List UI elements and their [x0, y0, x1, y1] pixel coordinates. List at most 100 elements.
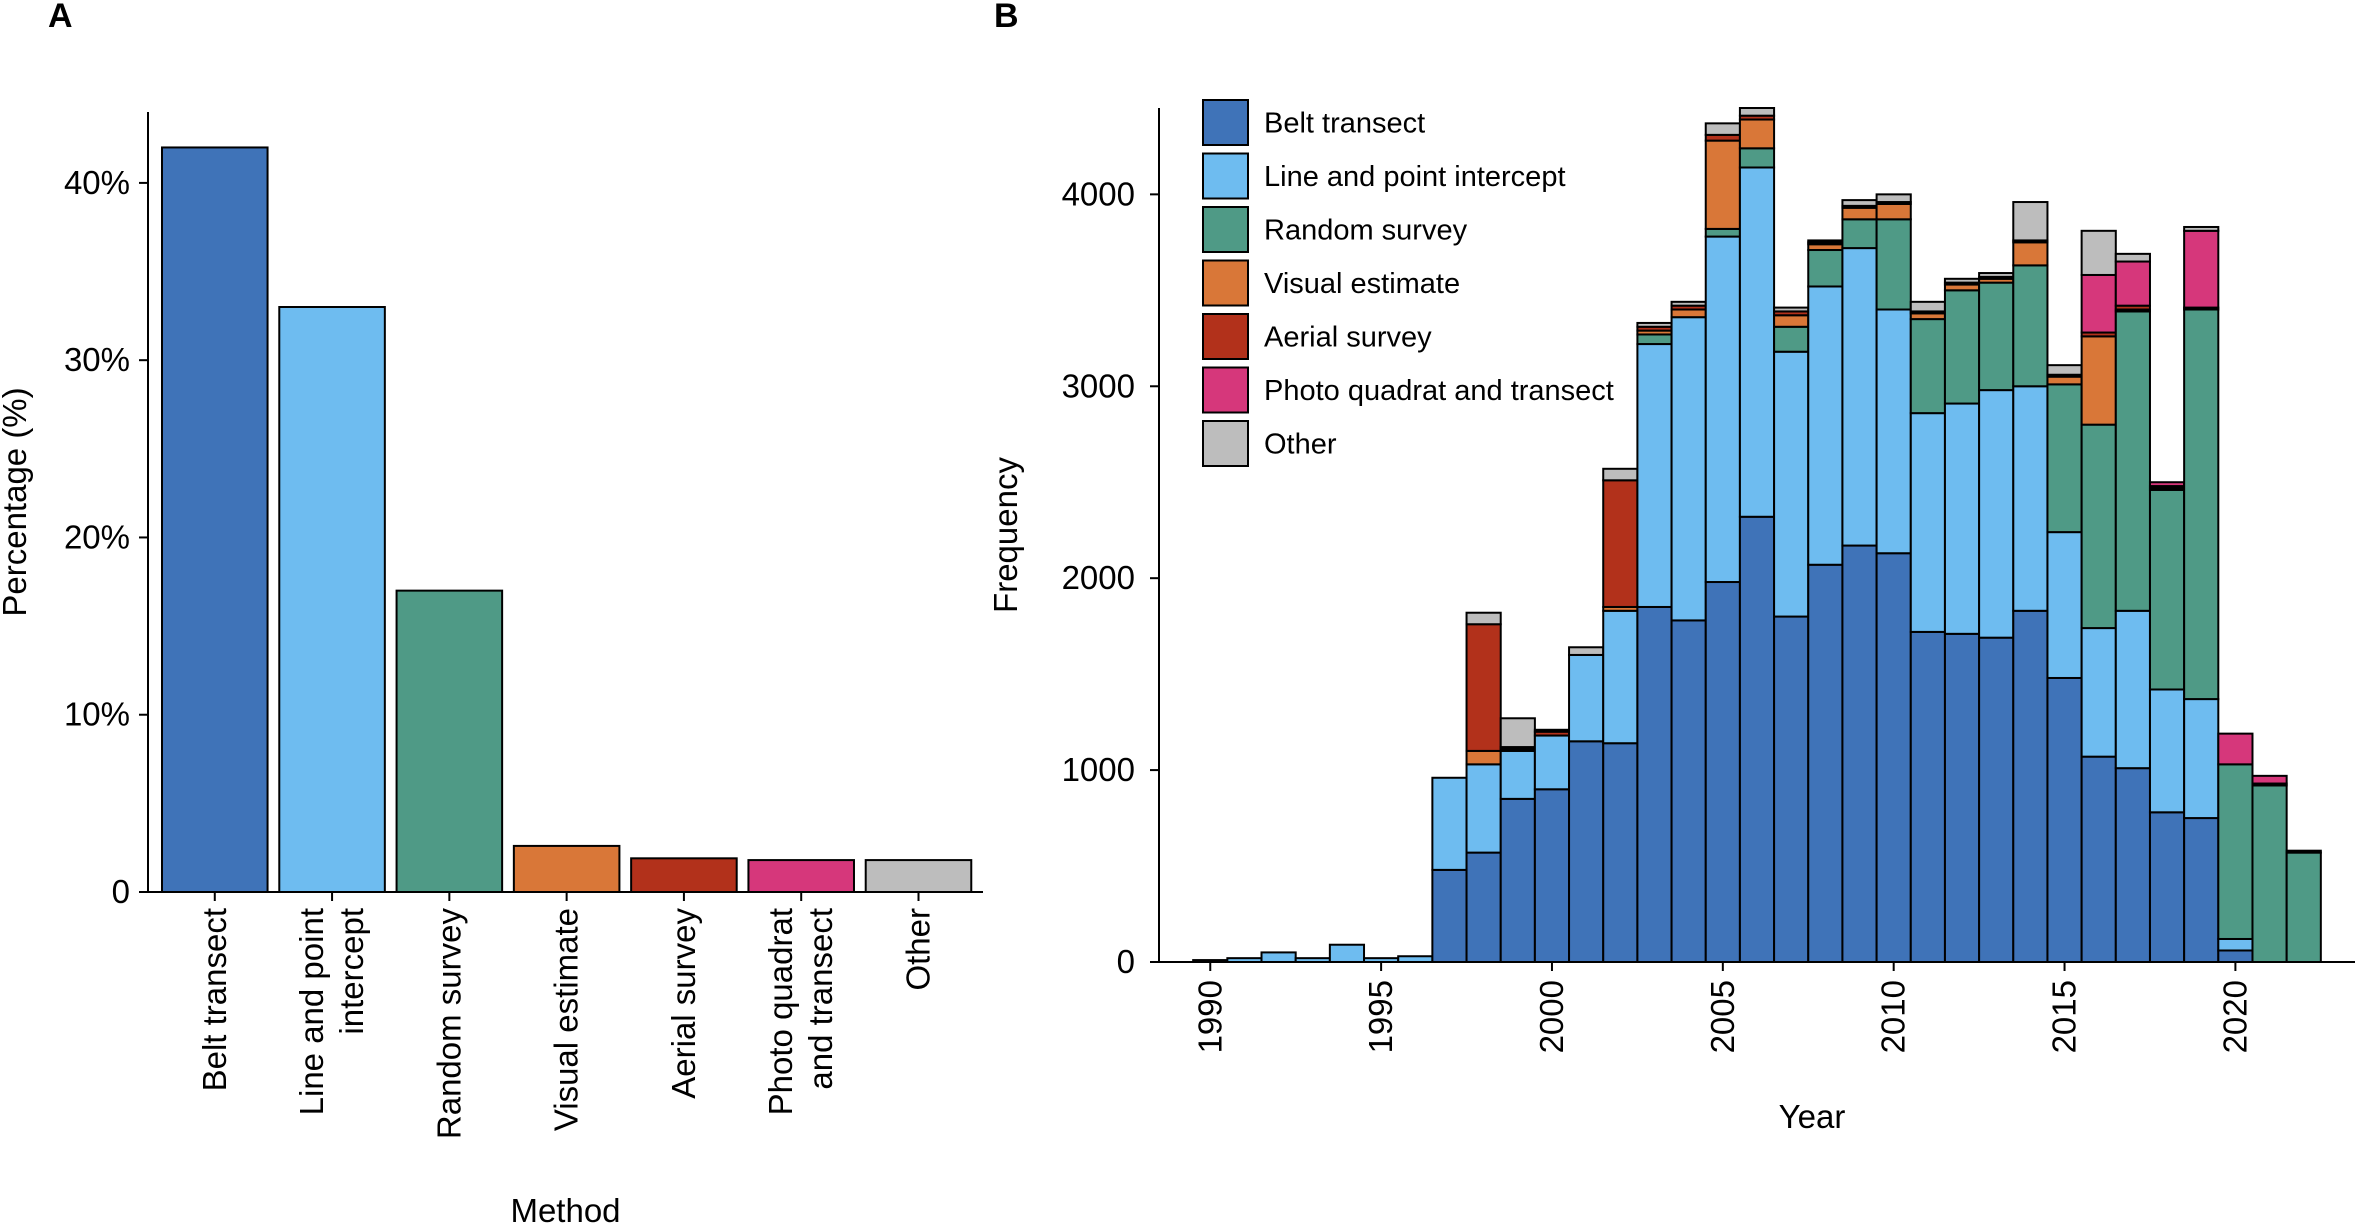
legend-label-belt-transect: Belt transect — [1264, 108, 1425, 140]
x-tick-label: Photo quadratand transect — [762, 908, 839, 1115]
x-axis-title: Method — [510, 1192, 620, 1228]
bar-random-survey — [395, 589, 504, 893]
y-tick-label: 3000 — [1062, 367, 1135, 404]
legend-swatch-belt-transect — [1202, 99, 1249, 146]
bar-segment-line-and-point-intercept-2004 — [1670, 316, 1707, 622]
bar-segment-visual-estimate-2014 — [2012, 241, 2049, 267]
bar-segment-belt-transect-2019 — [2183, 817, 2220, 964]
legend-label-visual-estimate: Visual estimate — [1264, 268, 1460, 300]
x-tick-label-line: Photo quadrat — [762, 908, 799, 1115]
x-tick-label: 2015 — [2046, 980, 2083, 1053]
bar-segment-visual-estimate-2006 — [1738, 118, 1776, 150]
bar-segment-other-2000 — [1533, 728, 1571, 733]
bar-segment-random-survey-2017 — [2114, 310, 2151, 612]
bar-segment-belt-transect-2000 — [1533, 788, 1571, 963]
bar-segment-belt-transect-2009 — [1841, 544, 1878, 963]
bar-segment-line-and-point-intercept-1994 — [1328, 943, 1366, 963]
bar-segment-line-and-point-intercept-2009 — [1841, 247, 1878, 547]
bar-segment-aerial-survey-1998 — [1465, 623, 1502, 752]
bar-segment-belt-transect-1997 — [1431, 868, 1468, 963]
bar-segment-belt-transect-2020 — [2217, 949, 2254, 964]
bar-segment-other-2002 — [1602, 467, 1639, 482]
bar-segment-random-survey-2006 — [1738, 147, 1776, 169]
y-axis-title: Percentage (%) — [0, 387, 33, 616]
bar-segment-visual-estimate-2010 — [1875, 202, 1912, 221]
bar-segment-belt-transect-2013 — [1978, 636, 2015, 964]
x-tick-label: 1990 — [1191, 980, 1228, 1053]
bar-segment-random-survey-2018 — [2148, 488, 2186, 691]
bar-belt-transect — [161, 146, 269, 894]
bar-segment-visual-estimate-2009 — [1841, 206, 1878, 221]
bar-segment-visual-estimate-2005 — [1704, 139, 1741, 230]
bar-segment-photo-quadrat-and-transect-2017 — [2114, 260, 2151, 307]
legend-label-other: Other — [1264, 429, 1337, 461]
bar-segment-belt-transect-2001 — [1568, 740, 1605, 963]
bar-segment-other-2009 — [1841, 199, 1878, 207]
bar-segment-random-survey-2003 — [1636, 333, 1673, 346]
bar-segment-line-and-point-intercept-2010 — [1875, 308, 1912, 555]
bar-segment-line-and-point-intercept-1991 — [1226, 957, 1263, 964]
bar-segment-line-and-point-intercept-1993 — [1294, 957, 1331, 964]
bar-segment-other-2016 — [2080, 229, 2117, 276]
x-tick-label: Visual estimate — [548, 908, 585, 1131]
bar-segment-belt-transect-2012 — [1943, 632, 1981, 963]
y-tick-label: 4000 — [1062, 175, 1135, 212]
bar-segment-random-survey-2014 — [2012, 264, 2049, 388]
bar-segment-line-and-point-intercept-1996 — [1397, 955, 1434, 963]
bar-segment-other-2010 — [1875, 193, 1912, 204]
bar-segment-random-survey-2019 — [2183, 308, 2220, 701]
bar-segment-line-and-point-intercept-1998 — [1465, 763, 1502, 854]
bar-segment-photo-quadrat-and-transect-2020 — [2217, 732, 2254, 766]
bar-segment-line-and-point-intercept-2012 — [1943, 402, 1981, 635]
bar-segment-other-2005 — [1704, 122, 1741, 136]
legend-swatch-random-survey — [1202, 206, 1249, 253]
x-tick-label-line: intercept — [333, 908, 370, 1035]
bar-segment-belt-transect-2016 — [2080, 755, 2117, 964]
legend-swatch-visual-estimate — [1202, 259, 1249, 307]
bar-segment-visual-estimate-2015 — [2046, 375, 2083, 386]
bar-segment-belt-transect-2011 — [1909, 630, 1946, 963]
bar-segment-line-and-point-intercept-2002 — [1602, 609, 1639, 745]
bar-segment-random-survey-2012 — [1943, 289, 1981, 405]
bar-segment-line-and-point-intercept-2018 — [2148, 688, 2186, 814]
bar-segment-line-and-point-intercept-2015 — [2046, 531, 2083, 679]
y-tick-label: 1000 — [1062, 751, 1135, 788]
method-percentage-chart: 0 10% 20% 30% 40% Belt transect Line and point… — [0, 112, 983, 1228]
bar-segment-line-and-point-intercept-1999 — [1499, 749, 1536, 800]
bar-segment-other-2012 — [1943, 277, 1981, 284]
bar-segment-other-2011 — [1909, 300, 1946, 313]
bar-segment-random-survey-2010 — [1875, 218, 1912, 311]
bar-segment-line-and-point-intercept-2011 — [1909, 412, 1946, 633]
bar-segment-belt-transect-2004 — [1670, 619, 1707, 964]
legend-swatch-aerial-survey — [1202, 313, 1249, 360]
bar-segment-other-2008 — [1807, 239, 1844, 244]
bar-aerial-survey — [630, 857, 738, 893]
x-tick-label-line: Visual estimate — [548, 908, 585, 1131]
bar-segment-belt-transect-1998 — [1465, 851, 1502, 963]
bar-segment-line-and-point-intercept-2000 — [1533, 734, 1571, 791]
bar-segment-belt-transect-2008 — [1807, 563, 1844, 964]
bar-line-and-point-intercept — [278, 306, 386, 893]
bar-segment-line-and-point-intercept-2003 — [1636, 343, 1673, 608]
bar-segment-random-survey-2020 — [2217, 763, 2254, 940]
x-axis-title: Year — [1779, 1098, 1846, 1135]
legend-label-random-survey: Random survey — [1264, 215, 1468, 247]
bar-other — [864, 859, 973, 893]
bar-segment-other-2006 — [1738, 107, 1776, 117]
legend-swatch-photo-quadrat-and-transect — [1202, 366, 1249, 414]
x-tick-label-line: Line and point — [293, 908, 330, 1115]
y-tick-label: 0 — [1117, 943, 1135, 980]
bar-segment-line-and-point-intercept-2001 — [1568, 653, 1605, 743]
bar-segment-belt-transect-2017 — [2114, 767, 2151, 963]
y-tick-label: 10% — [64, 696, 130, 733]
bar-segment-other-2014 — [2012, 201, 2049, 242]
bar-segment-line-and-point-intercept-1992 — [1260, 951, 1297, 963]
bar-segment-visual-estimate-1998 — [1465, 749, 1502, 766]
bar-segment-line-and-point-intercept-2019 — [2183, 698, 2220, 820]
x-tick-label: Random survey — [430, 908, 467, 1140]
bar-segment-belt-transect-2003 — [1636, 605, 1673, 964]
panel-b-letter: B — [994, 0, 1019, 35]
method-legend: Belt transect Line and point intercept Ran… — [1202, 99, 1614, 467]
bar-segment-other-1998 — [1465, 611, 1502, 626]
